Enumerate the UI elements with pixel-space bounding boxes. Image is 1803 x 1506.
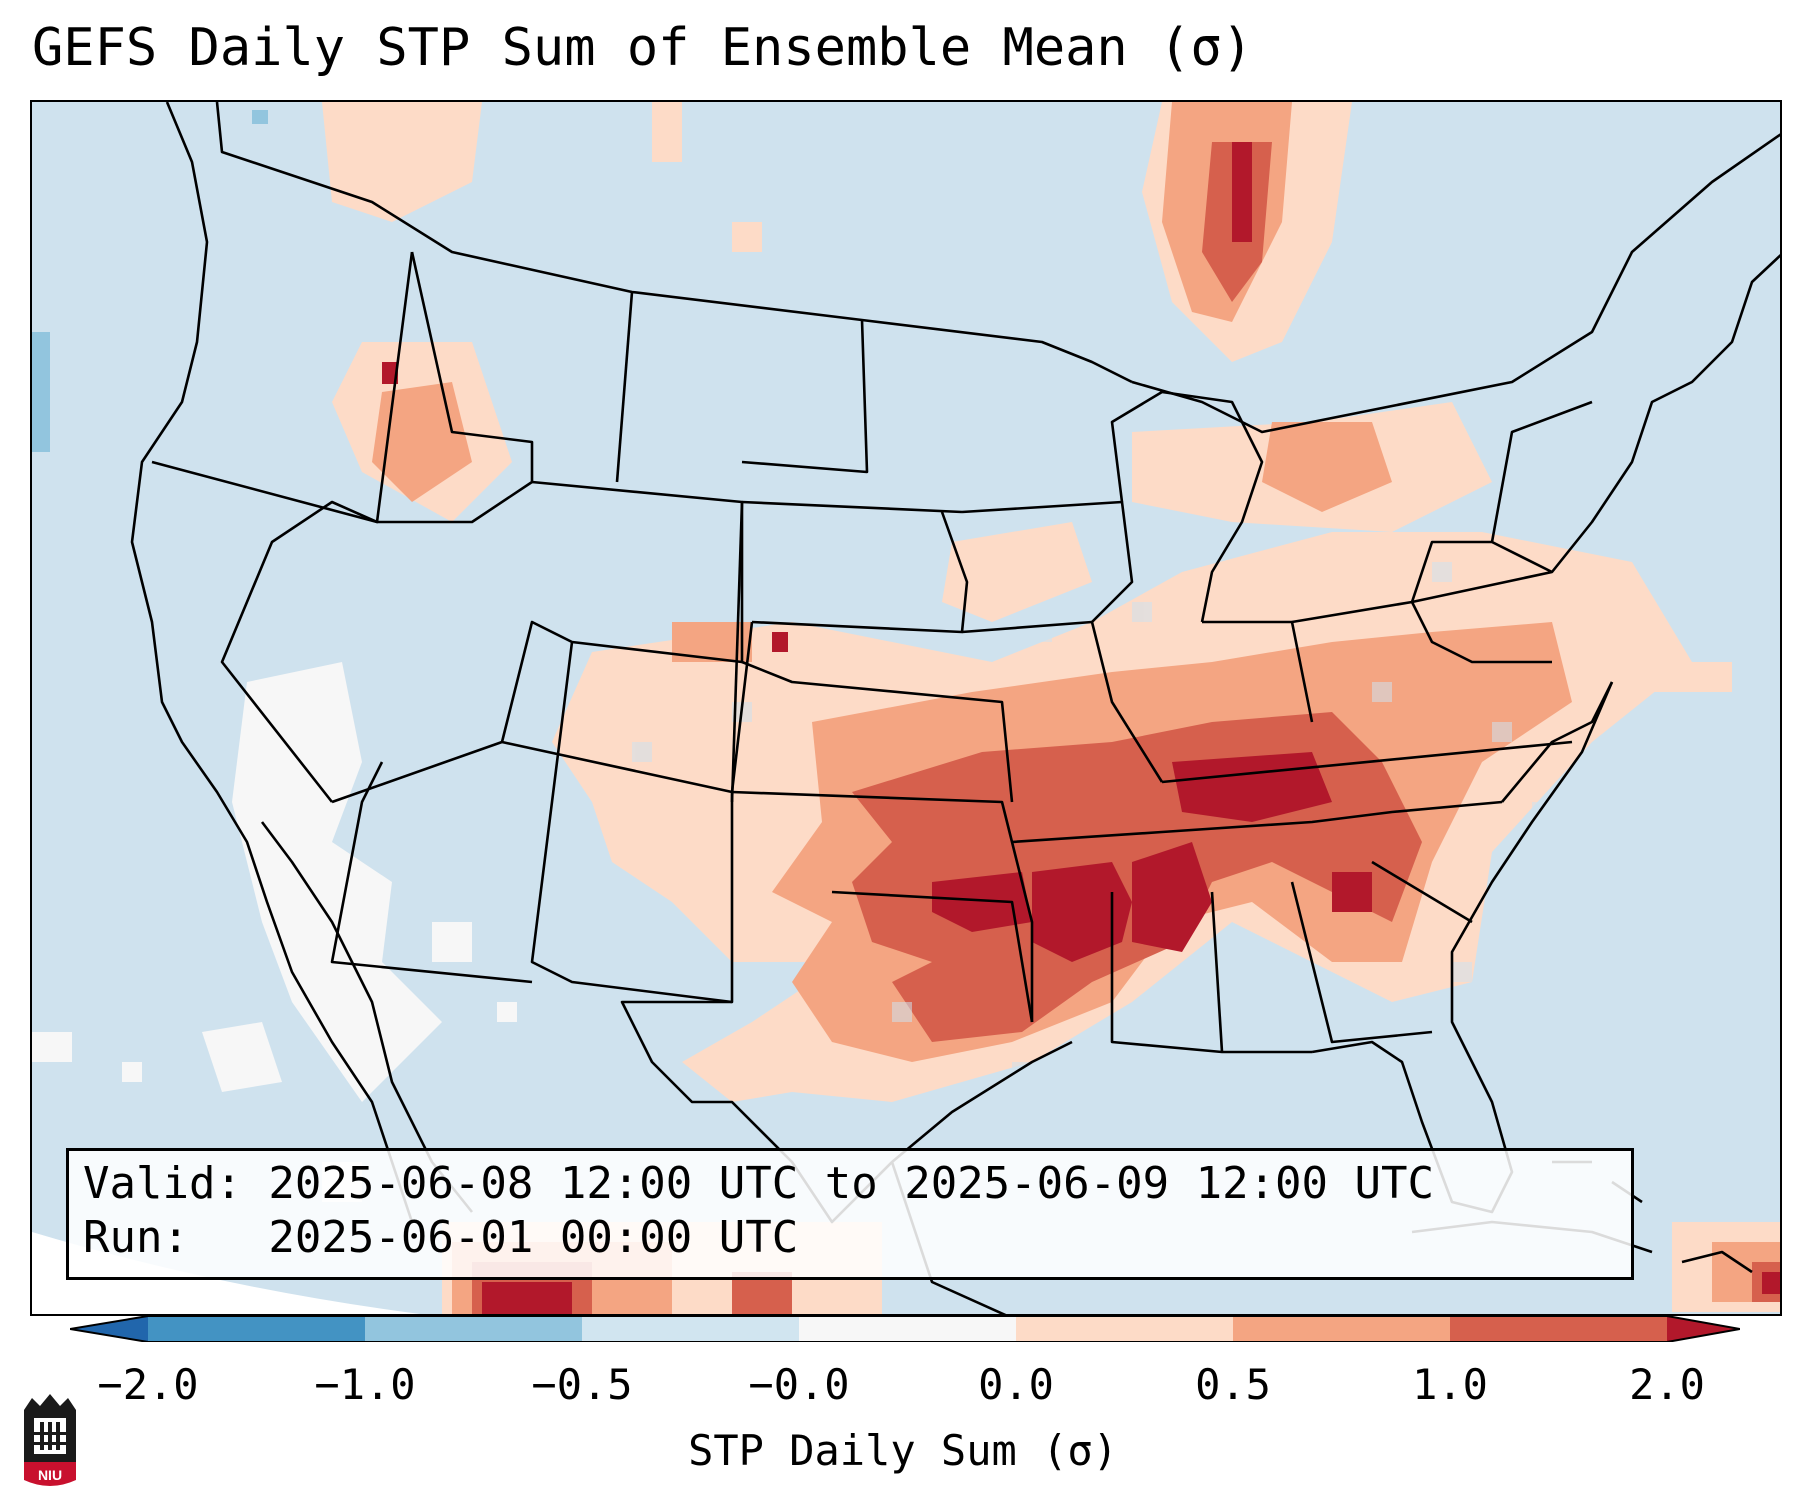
colorbar-label: STP Daily Sum (σ) xyxy=(688,1426,1118,1475)
domain-edge xyxy=(32,1232,420,1314)
valid-time-text: Valid: 2025-06-08 12:00 UTC to 2025-06-0… xyxy=(83,1158,1435,1209)
colorbar-tick-label: 0.0 xyxy=(978,1360,1054,1409)
near-zero-area xyxy=(32,662,517,1202)
colorbar-extend-low xyxy=(70,1316,148,1342)
valid-run-info-box: Valid: 2025-06-08 12:00 UTC to 2025-06-0… xyxy=(66,1148,1634,1280)
niu-logo-text: NIU xyxy=(38,1467,62,1483)
colorbar-tick-label: 1.0 xyxy=(1412,1360,1488,1409)
colorbar-tick-label: −2.0 xyxy=(97,1360,199,1409)
colorbar-segment-6 xyxy=(1233,1316,1450,1342)
colorbar-segment-4 xyxy=(799,1316,1016,1342)
colorbar-segment-3 xyxy=(582,1316,799,1342)
grid-texture xyxy=(632,402,1552,1082)
colorbar-tick-label: −1.0 xyxy=(314,1360,416,1409)
anomaly-over-2.0 xyxy=(382,142,1780,1314)
state-boundaries xyxy=(130,102,1780,1314)
colorbar-segment-2 xyxy=(365,1316,582,1342)
colorbar-tick-label: 0.5 xyxy=(1195,1360,1271,1409)
colorbar-segment-7 xyxy=(1450,1316,1667,1342)
chart-title: GEFS Daily STP Sum of Ensemble Mean (σ) xyxy=(32,18,1253,78)
colorbar-tick-label: −0.0 xyxy=(748,1360,850,1409)
colorbar-segment-1 xyxy=(148,1316,365,1342)
colorbar-tick-label: −0.5 xyxy=(531,1360,633,1409)
map-canvas xyxy=(32,102,1780,1314)
colorbar-tick-label: 2.0 xyxy=(1629,1360,1705,1409)
colorbar-segment-5 xyxy=(1016,1316,1233,1342)
map-panel xyxy=(30,100,1782,1316)
run-time-text: Run: 2025-06-01 00:00 UTC xyxy=(83,1212,799,1263)
colorbar xyxy=(70,1316,1740,1342)
niu-logo-icon: NIU xyxy=(24,1394,76,1486)
colorbar-extend-high xyxy=(1667,1316,1740,1342)
